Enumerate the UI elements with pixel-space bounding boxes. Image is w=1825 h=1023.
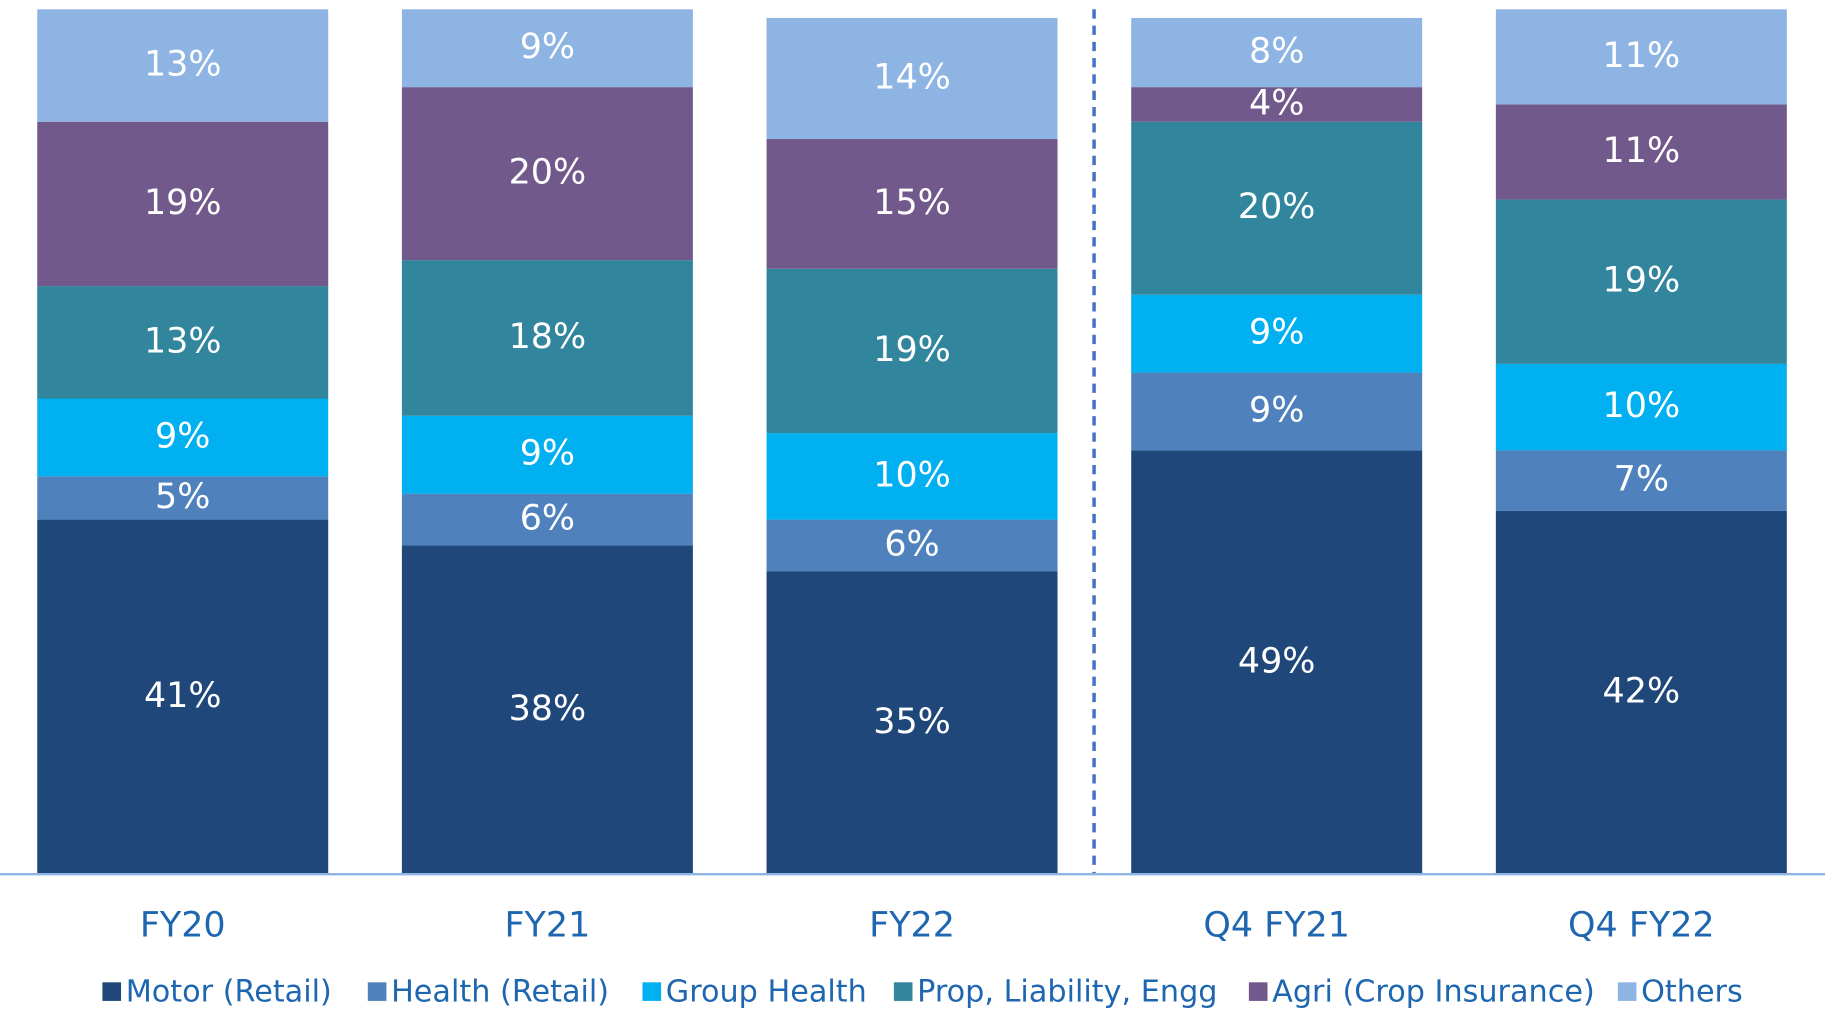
bar-segment [1131,121,1423,295]
data-label: 19% [144,183,222,223]
data-label: 42% [1603,672,1681,712]
legend-swatch [102,982,122,1001]
data-label: 13% [144,321,222,361]
data-label: 5% [155,477,210,517]
x-tick-label: FY20 [140,906,226,946]
data-label: 8% [1249,32,1304,72]
bar-segment [401,545,693,875]
data-label: 10% [1603,386,1681,426]
bar-segment [766,433,1058,520]
legend-label: Agri (Crop Insurance) [1272,974,1595,1009]
data-label: 14% [873,58,951,98]
data-label: 35% [873,702,951,742]
bar-segment [1131,450,1423,875]
bar-segment [37,476,329,520]
bar-segment [401,415,693,494]
data-label: 41% [144,676,222,716]
bar-segment [37,121,329,287]
bar-segment [37,519,329,875]
data-label: 20% [1238,187,1316,227]
bar-segment [1495,104,1787,200]
bar-segment [1495,510,1787,875]
bar-segment [1495,450,1787,511]
bar-segment [1495,199,1787,364]
bar-segment [766,17,1058,140]
x-tick-label: Q4 FY22 [1568,906,1715,946]
bar-segment [401,87,693,261]
data-label: 19% [873,330,951,370]
legend-label: Motor (Retail) [126,974,332,1009]
legend-label: Group Health [666,974,867,1009]
data-label: 38% [509,689,587,729]
data-label: 9% [1249,390,1304,430]
bar-segment [37,9,329,122]
bar-segment [1131,372,1423,451]
data-label: 20% [509,153,587,193]
legend-swatch [642,982,662,1001]
data-label: 49% [1238,641,1316,681]
bar-segment [401,493,693,546]
x-tick-label: FY22 [869,906,955,946]
bar-segment [766,139,1058,269]
data-label: 6% [520,499,575,539]
data-label: 9% [520,27,575,67]
bar-segment [1495,363,1787,451]
bar-segment [401,9,693,88]
data-label: 7% [1614,460,1669,500]
bar-segment [1131,17,1423,88]
bar-segment [401,260,693,416]
legend-label: Health (Retail) [391,974,609,1009]
legend-swatch [367,982,387,1001]
legend-swatch [1617,982,1637,1001]
bar-segment [1131,87,1423,122]
legend-swatch [893,982,913,1001]
data-label: 9% [520,434,575,474]
bar-segment [37,398,329,477]
data-label: 4% [1249,83,1304,123]
bar-segment [766,268,1058,434]
bar-segment [766,571,1058,875]
data-label: 6% [884,525,939,565]
legend-label: Others [1641,974,1743,1009]
bar-segment [37,286,329,399]
data-label: 9% [1249,313,1304,353]
bar-segment [766,519,1058,572]
data-label: 9% [155,416,210,456]
data-label: 15% [873,183,951,223]
legend-label: Prop, Liability, Engg [917,974,1217,1009]
data-label: 13% [144,45,222,85]
bar-segment [1495,9,1787,105]
data-label: 11% [1603,131,1681,171]
legend-swatch [1248,982,1268,1001]
data-label: 18% [509,317,587,357]
data-label: 11% [1603,36,1681,76]
data-label: 19% [1603,261,1681,301]
x-tick-label: FY21 [504,906,590,946]
bar-segment [1131,294,1423,373]
x-tick-label: Q4 FY21 [1203,906,1350,946]
data-label: 10% [873,455,951,495]
